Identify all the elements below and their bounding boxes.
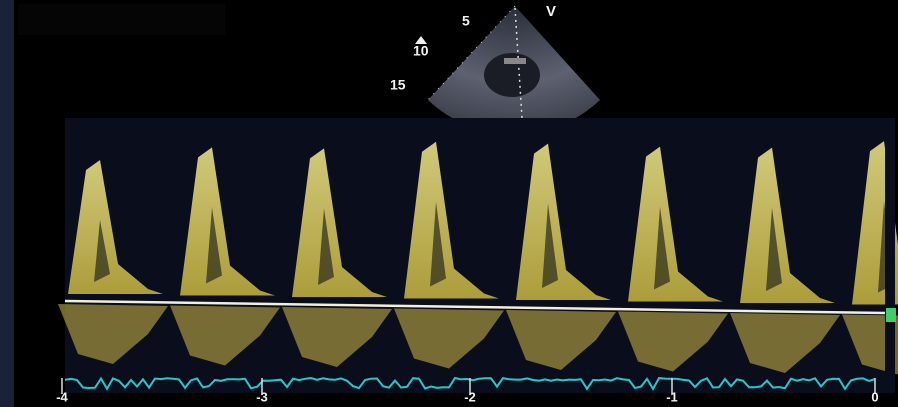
baseline-marker (886, 308, 896, 322)
left-edge (0, 0, 14, 407)
time-label: -3 (256, 389, 268, 404)
time-label: -4 (56, 389, 68, 404)
time-label: -2 (464, 389, 476, 404)
ultrasound-screen: 5 10 15 V -4 -3 -2 -1 0 (0, 0, 898, 407)
redaction-box (18, 4, 225, 35)
depth-label: 15 (390, 77, 406, 93)
depth-label: 10 (413, 43, 429, 59)
sample-gate (504, 58, 526, 64)
time-label: 0 (871, 389, 878, 404)
mode-label: V (546, 3, 556, 20)
depth-label: 5 (462, 13, 470, 29)
time-label: -1 (666, 389, 678, 404)
page: 5 10 15 V -4-3-2-10 (() => { const data … (0, 0, 898, 407)
velocity-scale (885, 118, 895, 393)
